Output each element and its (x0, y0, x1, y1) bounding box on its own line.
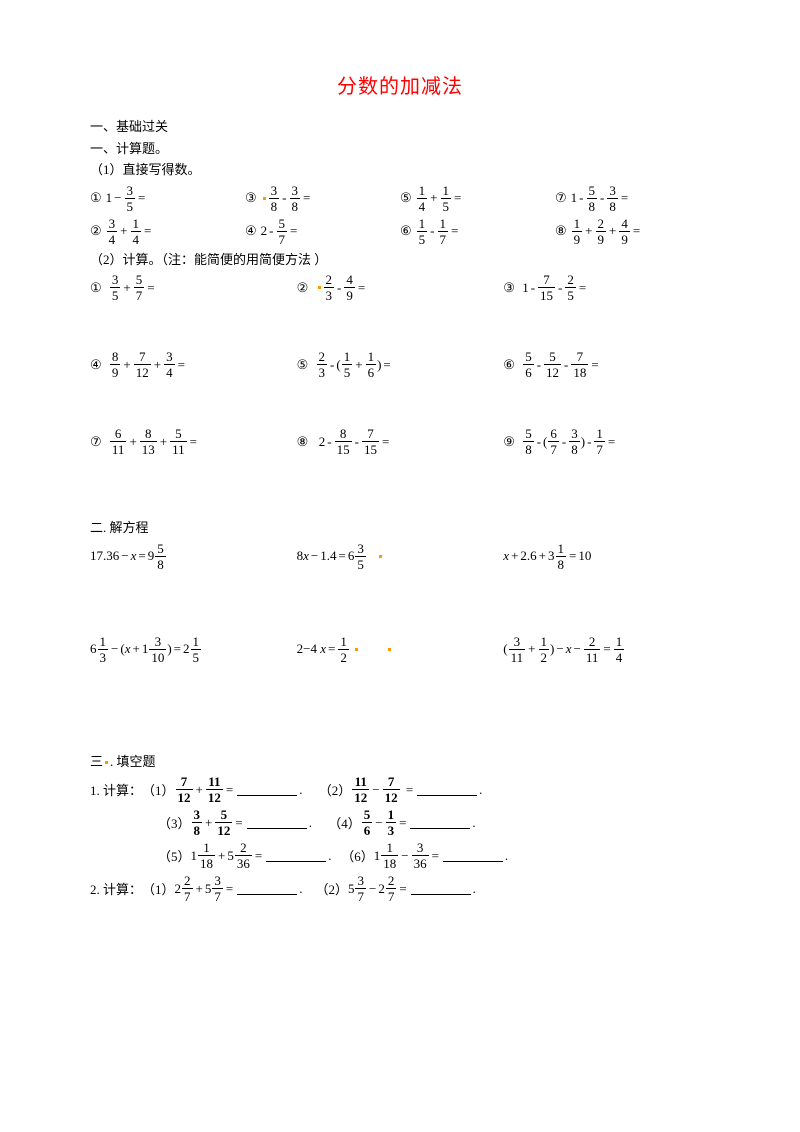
blank-input[interactable] (237, 783, 297, 796)
section-3-heading: 三. 填空题 (90, 752, 710, 772)
fill-q1-row3: （5） 1118+5236= . （6） 1118−336= . (90, 841, 710, 870)
page-title: 分数的加减法 (90, 70, 710, 99)
item-label: ⑦ (555, 190, 567, 206)
item-label: ⑤ (400, 190, 412, 206)
fill-q1-row2: （3） 38+512= . （4） 56−13= . (90, 808, 710, 837)
equation-row-1: 17.36−x=958 8x−1.4=635 x+2.6+318=10 (90, 542, 710, 571)
page-root: 分数的加减法 一、基础过关 一、计算题。 （1）直接写得数。 ① 1−35= ③… (0, 0, 800, 947)
section-1a-heading: 一、计算题。 (90, 139, 710, 159)
prompt-1-2: （2）计算。（注：能简便的用简便方法 ） (90, 250, 710, 270)
fill-q1-row1: 1. 计算： （1） 712+1112= . （2） 1112−712 = . (90, 775, 710, 804)
equation-row-2: 613−(x+1310)=215 2−4 x=12 (311+12)−x−211… (90, 635, 710, 664)
section-2-heading: 二. 解方程 (90, 518, 710, 538)
blank-input[interactable] (411, 882, 471, 895)
calc-row-4: ④ 89+712+34= ⑤ 23-(15+16)= ⑥ 56-512-718= (90, 350, 710, 379)
calc-row-2: ② 34+14= ④ 2-57= ⑥ 15-17= ⑧ 19+29+49= (90, 217, 710, 246)
item-label: ③ (245, 190, 257, 206)
calc-row-5: ⑦ 611+813+511= ⑧ 2-815-715= ⑨ 58-(67-38)… (90, 427, 710, 456)
blank-input[interactable] (237, 882, 297, 895)
section-1-heading: 一、基础过关 (90, 117, 710, 137)
blank-input[interactable] (247, 816, 307, 829)
fill-q2-row1: 2. 计算： （1） 227+537= . （2） 537−227= . (90, 874, 710, 903)
calc-row-3: ① 35+57= ② 23-49= ③ 1-715-25= (90, 273, 710, 302)
prompt-1-1: （1）直接写得数。 (90, 160, 710, 180)
calc-row-1: ① 1−35= ③ 38-38= ⑤ 14+15= ⑦ 1-58-38= (90, 184, 710, 213)
blank-input[interactable] (266, 849, 326, 862)
blank-input[interactable] (417, 783, 477, 796)
item-label: ① (90, 190, 102, 206)
blank-input[interactable] (443, 849, 503, 862)
blank-input[interactable] (410, 816, 470, 829)
